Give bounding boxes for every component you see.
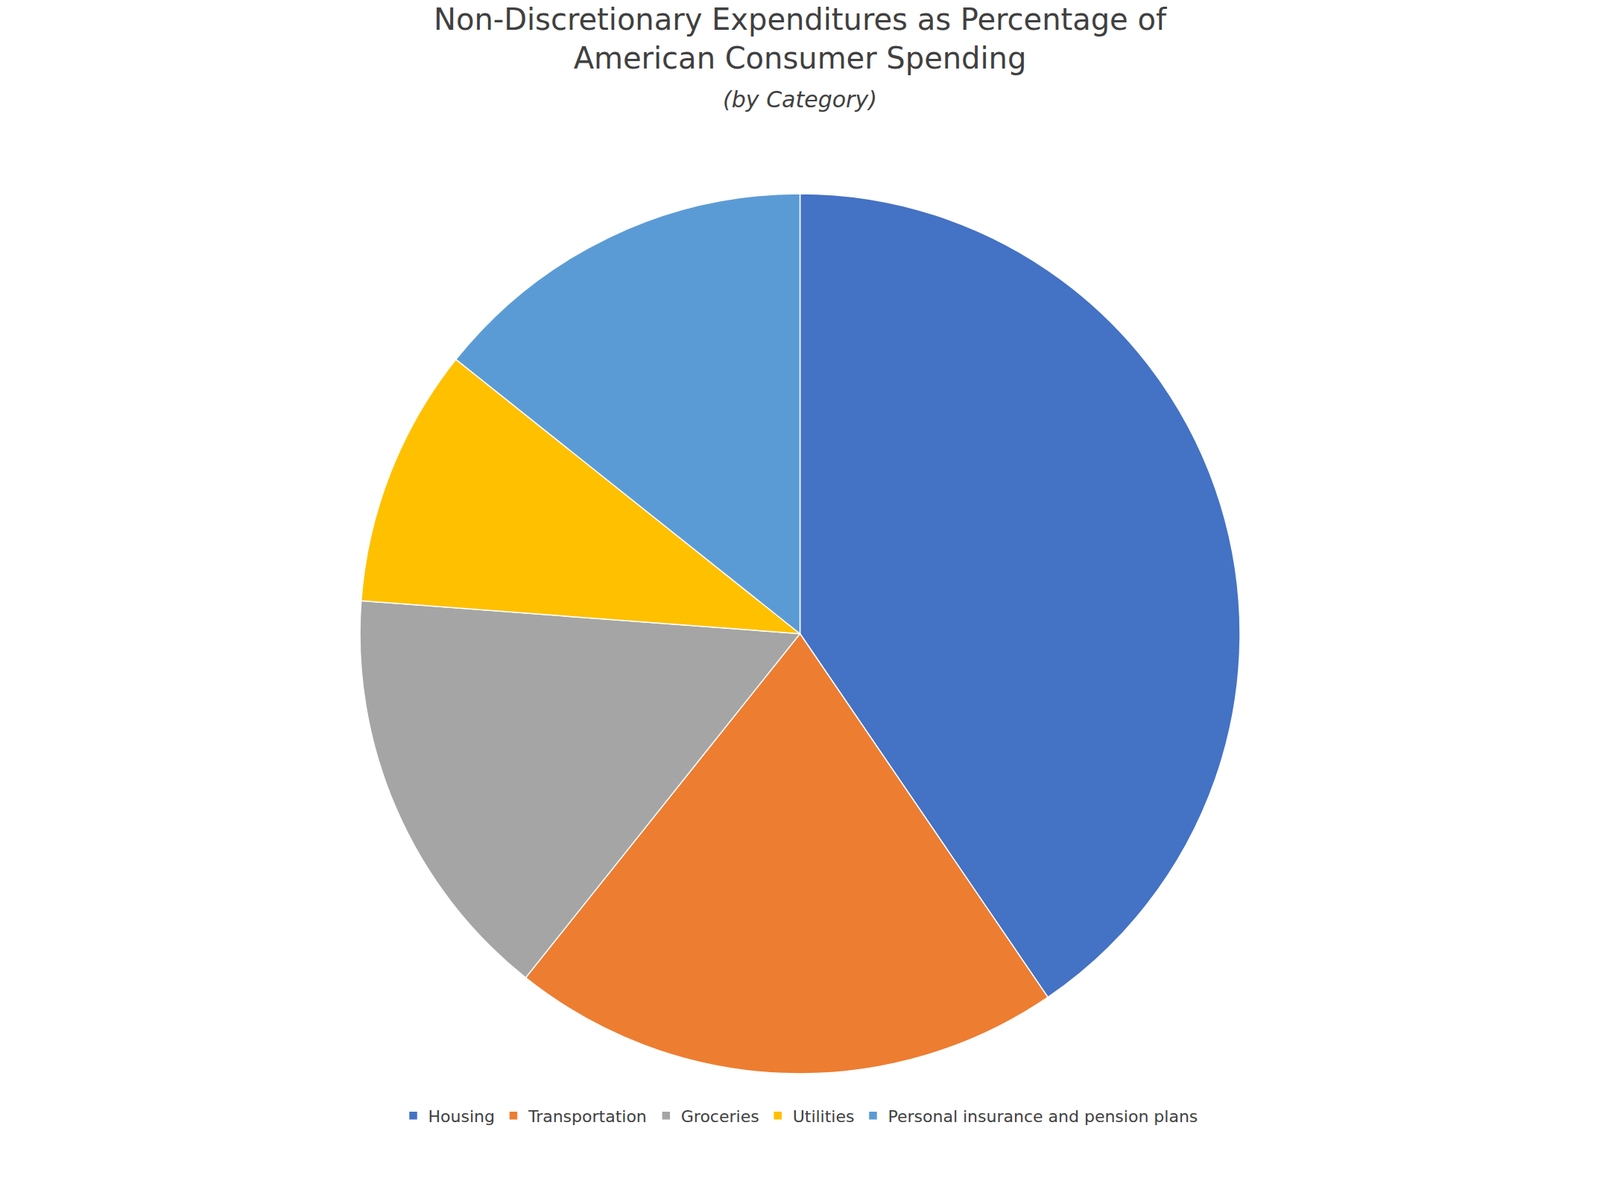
svg-text:Non-Discretionary Expenditures: Non-Discretionary Expenditures as Percen… [433, 2, 1168, 113]
svg-text:Utilities: Utilities [792, 1107, 855, 1127]
svg-text:Personal insurance and pension: Personal insurance and pension plans [887, 1107, 1198, 1127]
svg-text:Housing: Housing [428, 1107, 495, 1127]
svg-text:Groceries: Groceries [681, 1107, 760, 1127]
svg-text:Transportation: Transportation [527, 1107, 647, 1127]
